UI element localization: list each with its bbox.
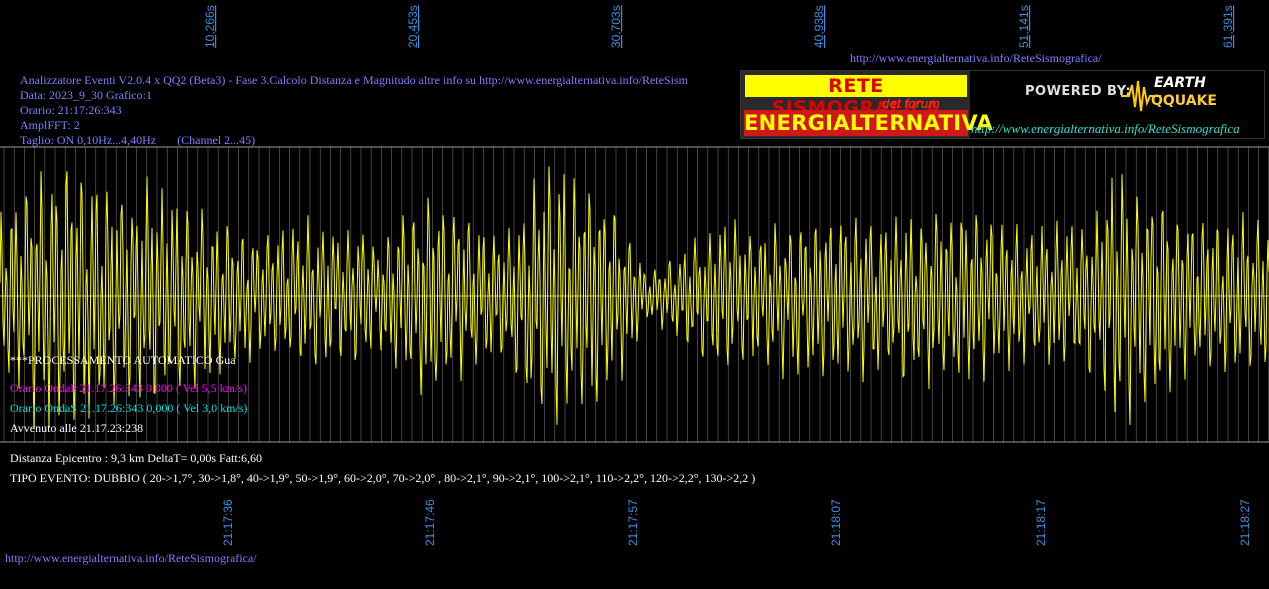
orario-line: Orario: 21:17:26:343 [20,103,122,117]
bottom-tick-label: 21:17:57 [626,499,640,546]
avvenuto-label: Avvenuto alle 21.17.23:238 [10,421,144,435]
bottom-tick-label: 21:17:36 [221,499,235,546]
top-tick-label: 51,141s [1017,5,1031,48]
bottom-tick-label: 21:18:17 [1034,499,1048,546]
logo-qquake-text: QQUAKE [1151,93,1217,109]
bottom-tick-label: 21:18:07 [829,499,843,546]
footer-url[interactable]: http://www.energialternativa.info/ReteSi… [5,551,257,565]
logo-powered-by: POWERED BY: [1025,84,1132,99]
onda-p-label: Orario OndaP 21.17.26:343 0,000 ( Vel 5,… [10,381,247,395]
top-tick-labels: 10,266s 20,453s 30,703s 40,938s 51,141s 61,39… [203,5,1235,48]
top-url[interactable]: http://www.energialternativa.info/ReteSi… [850,51,1102,65]
taglio-line: Taglio: ON 0,10Hz...4,40Hz (Channel 2...… [20,133,256,147]
top-tick-label: 20,453s [406,5,420,48]
seismic-wave-icon [1121,80,1161,112]
waveform-trace [0,166,1269,429]
logo-earth-text: EARTH [1154,75,1206,91]
top-tick-label: 10,266s [203,5,217,48]
logo-rete-text: RETE SISMOGRAFICA [745,75,967,119]
analyzer-title: Analizzatore Eventi V2.0.4 x QQ2 (Beta3)… [20,73,688,87]
bottom-tick-labels: 21:17:36 21:17:46 21:17:57 21:18:07 21:18:17… [221,499,1252,546]
top-tick-label: 40,938s [812,5,826,48]
bottom-tick-label: 21:18:27 [1238,499,1252,546]
logo-forum-text: del forum [882,97,940,111]
logo-url[interactable]: http://www.energialternativa.info/ReteSi… [971,121,1240,136]
top-tick-label: 61,391s [1221,5,1235,48]
tipo-evento-label: TIPO EVENTO: DUBBIO ( 20->1,7°, 30->1,8°… [10,471,756,485]
distanza-label: Distanza Epicentro : 9,3 km DeltaT= 0,00… [10,451,263,465]
bottom-tick-label: 21:17:46 [423,499,437,546]
grid-lines [3,147,1269,442]
data-line: Data: 2023_9_30 Grafico:1 [20,88,152,102]
logo-left-panel: RETE SISMOGRAFICA del forum ENERGIALTERN… [741,71,993,138]
processing-label: ***PROCESSAMENTO AUTOMATICO Gua [10,353,236,367]
top-tick-label: 30,703s [609,5,623,48]
rete-sismografica-logo: RETE SISMOGRAFICA del forum ENERGIALTERN… [740,70,1265,139]
amplfft-line: AmplFFT: 2 [20,118,80,132]
logo-energialternativa-text: ENERGIALTERNATIVA [744,110,993,136]
onda-s-label: Orario OndaS 21.17.26:343 0,000 ( Vel 3,… [10,401,248,415]
